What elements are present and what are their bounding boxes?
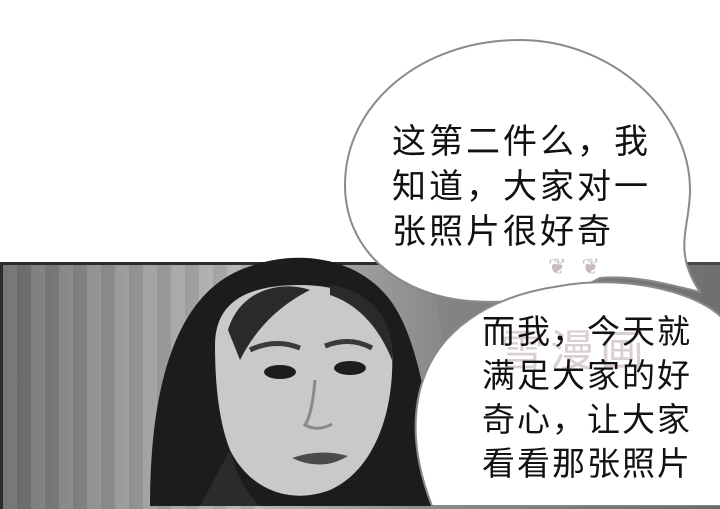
bubble-2-line: 满足大家的好	[482, 356, 692, 395]
face	[215, 285, 393, 496]
bubble-2-line: 奇心，让大家	[482, 400, 692, 439]
bubble-1-line: 张照片很好奇	[392, 212, 614, 252]
bubble-2-line: 而我，今天就	[482, 312, 692, 351]
lips	[292, 452, 348, 465]
shadow	[200, 450, 260, 506]
hair-fringe	[228, 286, 310, 360]
watermark-logo: 雪漫画	[500, 326, 650, 377]
right-eyebrow	[324, 339, 374, 351]
nose	[302, 379, 333, 430]
hair-fringe-right	[330, 285, 393, 360]
bubble-1-line: 知道，大家对一	[392, 167, 651, 207]
watermark-ornament: ❦ ❦	[548, 255, 604, 280]
right-eye	[334, 361, 366, 375]
speech-bubble-bottom	[414, 281, 720, 506]
bubble-1-line: 这第二件么，我	[392, 122, 651, 162]
bubble-2-line: 看看那张照片	[482, 444, 692, 483]
speech-bubble-text-2: 而我，今天就 满足大家的好 奇心，让大家 看看那张照片	[482, 310, 692, 486]
left-eye	[264, 365, 296, 379]
speech-bubble-text-1: 这第二件么，我 知道，大家对一 张照片很好奇	[392, 120, 651, 255]
left-eyebrow	[248, 341, 301, 353]
